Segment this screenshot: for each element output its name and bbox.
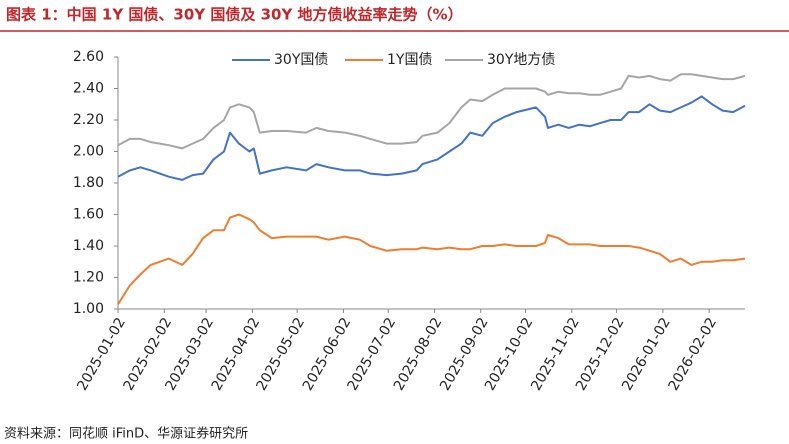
series-line <box>117 95 746 181</box>
y-tick-label: 1.60 <box>73 207 104 223</box>
x-tick-label: 2025-08-02 <box>391 315 446 393</box>
y-tick-label: 1.00 <box>73 301 104 317</box>
y-tick-label: 2.00 <box>73 144 104 160</box>
x-tick-label: 2025-10-02 <box>482 315 537 393</box>
legend-label: 1Y国债 <box>387 52 432 68</box>
chart-title: 图表 1：中国 1Y 国债、30Y 国债及 30Y 地方债收益率走势（%） <box>6 6 463 24</box>
x-tick-label: 2026-02-02 <box>666 315 721 393</box>
y-tick-label: 1.80 <box>73 175 104 191</box>
series-line <box>117 213 746 305</box>
source-note: 资料来源：同花顺 iFinD、华源证券研究所 <box>4 426 248 442</box>
y-tick-label: 1.40 <box>73 238 104 254</box>
x-tick-label: 2026-01-02 <box>619 315 674 393</box>
series-line <box>117 73 746 150</box>
x-tick-label: 2025-05-02 <box>254 315 309 393</box>
legend-label: 30Y地方债 <box>487 52 555 68</box>
y-tick-label: 1.20 <box>73 270 104 286</box>
y-tick-label: 2.40 <box>73 81 104 97</box>
x-tick-label: 2025-01-02 <box>74 315 129 393</box>
legend-label: 30Y国债 <box>274 52 328 68</box>
x-tick-label: 2025-12-02 <box>573 315 628 393</box>
x-tick-label: 2025-07-02 <box>345 315 400 393</box>
y-tick-label: 2.60 <box>73 49 104 65</box>
y-tick-label: 2.20 <box>73 112 104 128</box>
